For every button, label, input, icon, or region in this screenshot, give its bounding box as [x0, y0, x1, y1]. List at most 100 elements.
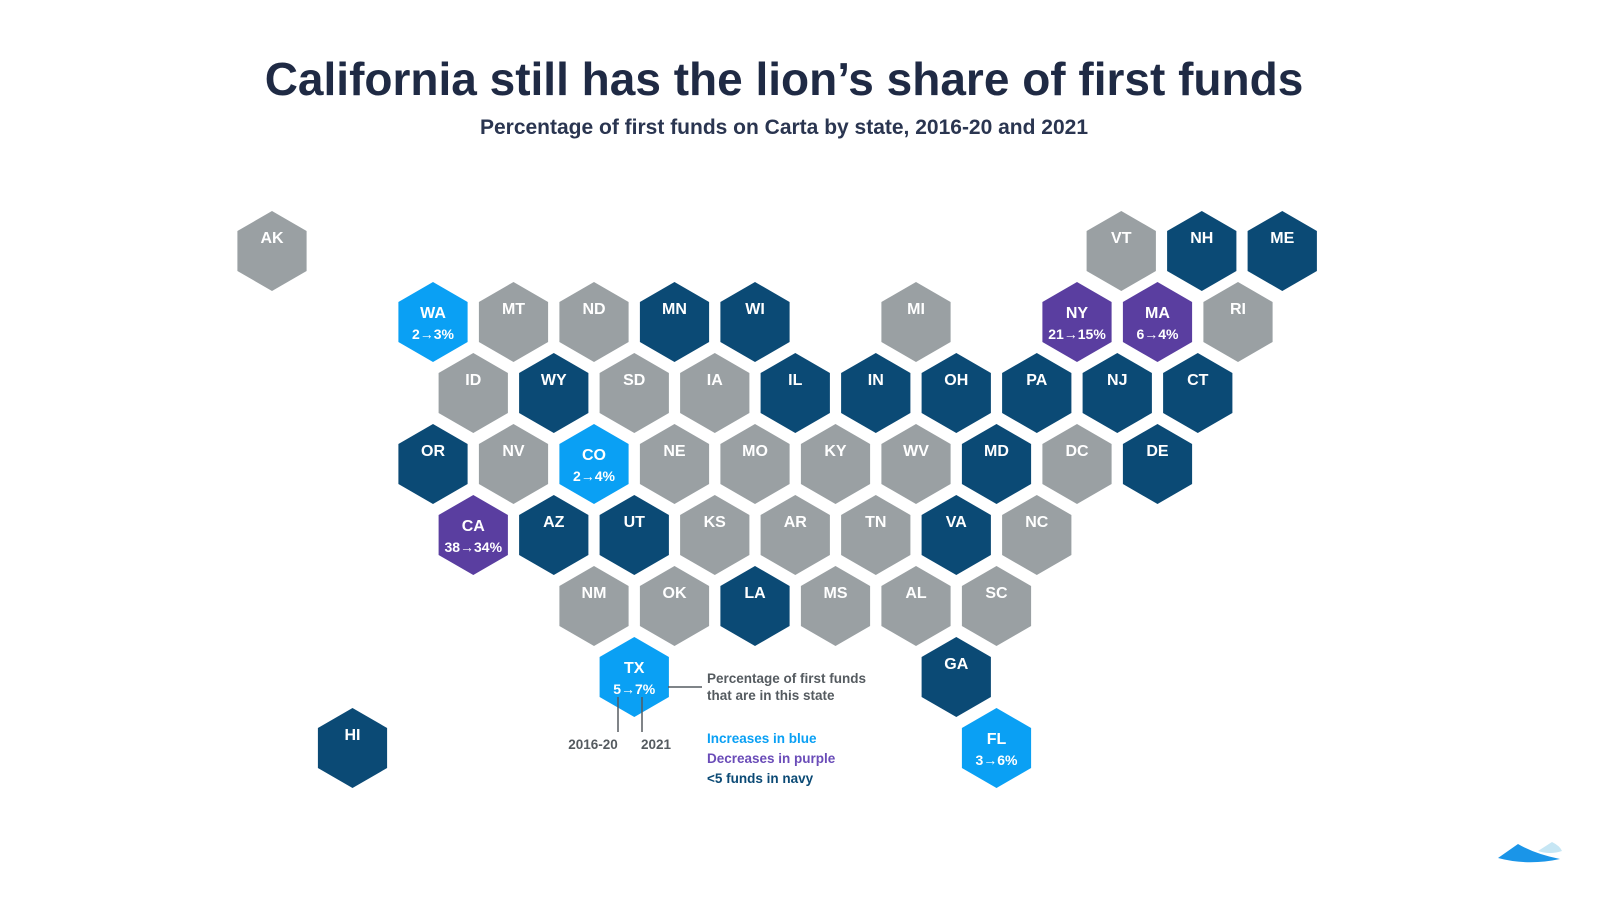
hex-tile	[1203, 282, 1273, 362]
hex-tile	[237, 211, 307, 291]
state-pa: PA	[1002, 353, 1072, 433]
hex-tile	[1082, 353, 1152, 433]
state-co: CO 2→4%	[559, 424, 629, 504]
chart-subtitle: Percentage of first funds on Carta by st…	[479, 116, 1089, 139]
legend: Percentage of first funds that are in th…	[568, 671, 866, 786]
state-label: MN	[662, 301, 687, 318]
state-ne: NE	[639, 424, 710, 504]
hex-tile	[599, 495, 669, 575]
hex-tile	[478, 282, 549, 362]
state-al: AL	[881, 566, 951, 646]
state-label: SD	[623, 372, 645, 389]
hex-tile	[519, 495, 589, 575]
state-label: AR	[784, 514, 808, 531]
hex-tile	[1042, 282, 1112, 362]
hex-tile	[800, 566, 871, 646]
legend-increase: Increases in blue	[707, 731, 817, 746]
state-in: IN	[841, 353, 911, 433]
hex-tile	[720, 566, 790, 646]
state-label: AL	[905, 585, 927, 602]
state-label: MT	[502, 301, 525, 318]
state-me: ME	[1247, 211, 1317, 291]
state-label: WY	[541, 372, 567, 389]
state-label: ME	[1270, 230, 1294, 247]
state-percentage: 5→7%	[613, 681, 656, 697]
state-nm: NM	[559, 566, 629, 646]
state-ar: AR	[760, 495, 830, 575]
state-percentage: 21→15%	[1048, 326, 1106, 342]
state-nv: NV	[478, 424, 549, 504]
state-ms: MS	[800, 566, 871, 646]
state-label: CO	[582, 447, 606, 464]
state-label: OH	[944, 372, 968, 389]
state-label: OR	[421, 443, 445, 460]
state-label: UT	[624, 514, 646, 531]
hex-tile	[720, 424, 790, 504]
callout-line-1: Percentage of first funds	[707, 671, 866, 686]
state-sc: SC	[961, 566, 1032, 646]
state-label: ND	[582, 301, 605, 318]
hex-tile	[317, 708, 388, 788]
hex-tile	[720, 282, 790, 362]
state-id: ID	[438, 353, 508, 433]
hex-tile	[1167, 211, 1237, 291]
hex-tile	[881, 566, 951, 646]
state-ga: GA	[921, 637, 991, 717]
state-ak: AK	[237, 211, 307, 291]
state-label: VA	[946, 514, 967, 531]
state-label: MO	[742, 443, 768, 460]
hex-tile	[639, 424, 710, 504]
state-label: NV	[502, 443, 525, 460]
state-label: WA	[420, 305, 446, 322]
hex-tile	[398, 282, 468, 362]
state-percentage: 38→34%	[444, 539, 502, 555]
state-wa: WA 2→3%	[398, 282, 468, 362]
hex-tile	[760, 495, 830, 575]
state-percentage: 2→4%	[573, 468, 616, 484]
hex-tile	[961, 424, 1032, 504]
state-label: IL	[788, 372, 802, 389]
state-de: DE	[1122, 424, 1193, 504]
hex-tile	[559, 566, 629, 646]
state-label: MD	[984, 443, 1009, 460]
hex-tile	[1122, 282, 1193, 362]
period-label-2021: 2021	[641, 737, 672, 752]
hex-tile	[800, 424, 871, 504]
state-or: OR	[398, 424, 468, 504]
state-mo: MO	[720, 424, 790, 504]
hex-tile	[599, 637, 669, 717]
state-label: SC	[985, 585, 1008, 602]
state-label: NC	[1025, 514, 1049, 531]
state-ca: CA 38→34%	[438, 495, 508, 575]
hex-tile	[639, 282, 710, 362]
state-mi: MI	[881, 282, 951, 362]
state-label: MA	[1145, 305, 1170, 322]
hex-tile	[1002, 495, 1072, 575]
state-label: NM	[582, 585, 607, 602]
hex-tile	[398, 424, 468, 504]
state-nd: ND	[559, 282, 629, 362]
state-label: AK	[260, 230, 284, 247]
state-ks: KS	[680, 495, 750, 575]
hex-tile	[680, 353, 750, 433]
hex-tile	[1247, 211, 1317, 291]
state-label: TN	[865, 514, 886, 531]
chart-title: California still has the lion’s share of…	[264, 53, 1304, 105]
hex-tile	[921, 495, 991, 575]
state-ok: OK	[639, 566, 710, 646]
hex-tile	[1002, 353, 1072, 433]
hex-tile	[639, 566, 710, 646]
state-sd: SD	[599, 353, 669, 433]
state-percentage: 6→4%	[1136, 326, 1179, 342]
state-label: WV	[903, 443, 929, 460]
state-wi: WI	[720, 282, 790, 362]
state-oh: OH	[921, 353, 991, 433]
hex-tile	[1042, 424, 1112, 504]
hex-tile	[1086, 211, 1156, 291]
state-va: VA	[921, 495, 991, 575]
hex-tile	[881, 424, 951, 504]
state-percentage: 2→3%	[412, 326, 455, 342]
state-ct: CT	[1163, 353, 1233, 433]
state-md: MD	[961, 424, 1032, 504]
